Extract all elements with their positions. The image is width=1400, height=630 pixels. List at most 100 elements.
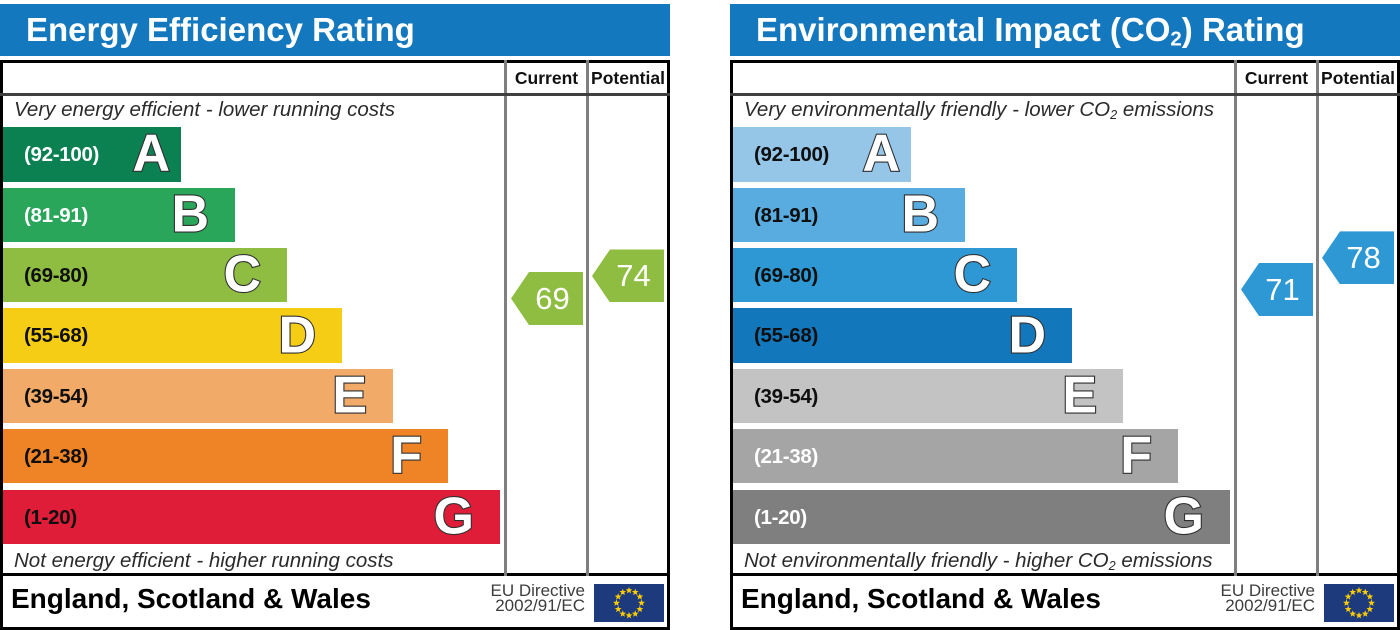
band-letter: G [432,487,475,546]
header-row-divider [730,93,1400,96]
header-row-divider [0,93,670,96]
eu-flag-icon [1324,584,1394,622]
eu-flag-star [614,593,622,600]
panel-title-bar: Energy Efficiency Rating [0,4,670,56]
eu-flag-star [625,611,633,619]
potential-rating-value: 78 [1346,240,1381,276]
epc-panel-energy: Energy Efficiency Rating Current Potential… [0,0,670,630]
band-c: (69-80) C [733,245,1017,304]
subscript-two: 2 [1170,27,1182,51]
band-range-label: (92-100) [754,143,830,167]
eu-flag-star [1355,586,1363,594]
band-range-label: (1-20) [24,505,77,529]
eu-flag-star [1349,588,1357,596]
band-b: (81-91) B [3,185,235,244]
eu-flag-star [1349,610,1357,617]
eu-directive-line: EU Directive [1220,581,1315,600]
eu-flag-star [1344,593,1352,600]
footer-box [0,576,670,630]
band-f: (21-38) F [733,426,1178,485]
band-g: (1-20) G [733,487,1230,546]
current-rating-value: 69 [535,281,570,317]
band-range-label: (92-100) [24,143,100,167]
band-letter: E [1061,366,1098,425]
top-caption: Very environmentally friendly - lower CO… [744,98,1215,122]
band-letter: A [861,124,901,183]
column-divider [504,60,507,576]
band-letter: E [331,366,368,425]
eu-flag-star [613,599,620,606]
potential-rating-arrow: 74 [592,249,664,303]
band-range-label: (69-80) [24,264,88,288]
bottom-caption: Not environmentally friendly - higher CO… [744,549,1213,573]
eu-directive-label: EU Directive 2002/91/EC [445,582,585,615]
band-d: (55-68) D [733,306,1072,365]
eu-flag-star [1366,605,1374,613]
potential-column-heading: Potential [1321,68,1395,88]
eu-flag-star [619,610,627,617]
band-b: (81-91) B [733,185,965,244]
band-range-label: (69-80) [754,264,818,288]
potential-column-heading: Potential [591,68,665,88]
epc-panel-co2: Environmental Impact (CO2) Rating Current… [730,0,1400,630]
eu-flag-star [636,593,644,600]
current-rating-value: 71 [1265,272,1300,307]
band-g: (1-20) G [3,487,500,546]
band-letter: B [900,185,940,244]
potential-rating-value: 74 [616,258,651,294]
band-range-label: (81-91) [754,203,818,227]
footer-box [730,576,1400,630]
eu-directive-line: 2002/91/EC [1225,596,1315,615]
band-e: (39-54) E [733,366,1123,425]
current-column-heading: Current [1244,68,1309,88]
band-letter: D [1007,306,1047,365]
panel-title: Environmental Impact (CO2) Rating [756,11,1305,51]
band-d: (55-68) D [3,306,342,365]
eu-flag-star [1355,611,1363,619]
band-letter: C [222,245,262,304]
eu-flag-icon [594,584,664,622]
band-letter: B [170,185,210,244]
eu-directive-label: EU Directive 2002/91/EC [1175,581,1315,615]
footer-region-label: England, Scotland & Wales [741,583,1101,614]
subscript-two: 2 [1110,106,1118,122]
band-letter: G [1162,487,1205,546]
band-letter: C [952,245,992,304]
eu-flag-star [619,588,627,596]
eu-directive-line: 2002/91/EC [495,596,585,615]
band-range-label: (39-54) [754,384,818,408]
bottom-caption: Not energy efficient - higher running co… [14,549,394,572]
eu-flag-star [1361,610,1369,617]
band-e: (39-54) E [3,366,393,425]
band-range-label: (21-38) [754,445,818,469]
band-letter: A [131,124,171,183]
column-divider [1316,60,1319,576]
band-letter: F [389,426,423,485]
band-range-label: (81-91) [24,203,88,227]
current-rating-arrow: 69 [511,272,583,326]
band-range-label: (39-54) [24,384,88,408]
current-column-heading: Current [514,68,579,88]
eu-flag-star [631,610,639,617]
column-divider [1234,60,1237,576]
eu-flag-star [625,586,633,594]
band-a: (92-100) A [3,124,181,183]
band-letter: D [277,306,317,365]
band-range-label: (1-20) [754,505,807,529]
subscript-two: 2 [1108,557,1116,573]
eu-flag-star [1344,605,1352,613]
top-caption: Very energy efficient - lower running co… [14,98,395,121]
column-divider [586,60,589,576]
panel-title-bar: Environmental Impact (CO2) Rating [730,4,1400,56]
band-range-label: (21-38) [24,445,88,469]
eu-flag-star [1368,599,1375,606]
band-letter: F [1119,426,1153,485]
band-range-label: (55-68) [24,324,88,348]
panel-title: Energy Efficiency Rating [26,11,415,48]
eu-flag-star [1366,593,1374,600]
band-f: (21-38) F [3,426,448,485]
eu-flag-container [1324,584,1394,622]
eu-flag-star [636,605,644,613]
eu-flag-star [1343,599,1350,606]
eu-flag-star [631,588,639,596]
